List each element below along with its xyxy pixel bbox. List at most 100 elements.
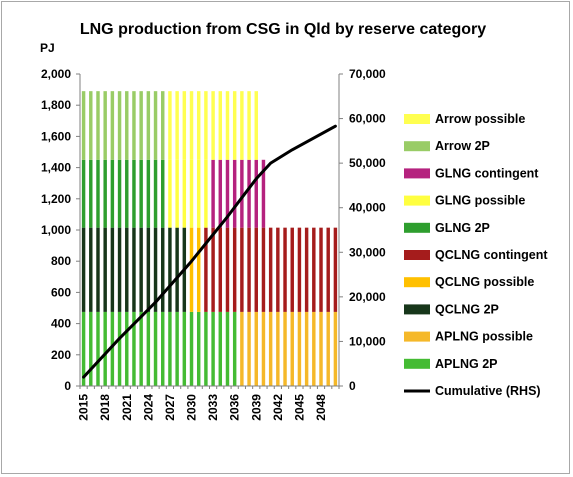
bar-segment — [304, 227, 309, 312]
bar-segment — [96, 311, 100, 386]
bar-segment — [254, 91, 258, 160]
bar-segment — [125, 159, 129, 228]
bar-segment — [146, 159, 151, 228]
y-tick-label: 1,800 — [41, 98, 71, 112]
bar-segment — [319, 227, 323, 312]
bar-segment — [304, 311, 309, 386]
legend-item: QCLNG contingent — [404, 248, 548, 262]
legend-swatch — [404, 195, 430, 206]
legend-label: Arrow possible — [435, 112, 525, 126]
bar-segment — [117, 311, 122, 386]
bar-segment — [283, 227, 287, 312]
bar-segment — [211, 311, 215, 386]
legend-label: GLNG contingent — [435, 166, 539, 180]
legend-item: APLNG possible — [404, 330, 533, 344]
bar-segment — [153, 91, 158, 160]
bar-segment — [161, 159, 165, 228]
x-tick-label: 2045 — [292, 394, 306, 421]
bar-segment — [182, 91, 187, 160]
x-tick-label: 2042 — [271, 394, 285, 421]
y-tick-label: 1,200 — [41, 192, 71, 206]
y2-tick-label: 10,000 — [349, 334, 386, 348]
bar-segment — [290, 227, 294, 312]
legend-swatch — [404, 222, 430, 233]
bar-segment — [168, 227, 172, 312]
bar-segment — [103, 91, 107, 160]
bar-segment — [225, 227, 230, 312]
y-tick-label: 0 — [64, 379, 71, 393]
bar-segment — [89, 91, 93, 160]
legend-label: GLNG 2P — [435, 221, 490, 235]
y-axis-label: PJ — [40, 41, 55, 55]
legend-swatch — [404, 304, 430, 315]
bar-segment — [139, 227, 143, 312]
legend-label: QCLNG possible — [435, 275, 534, 289]
bar-segment — [153, 311, 158, 386]
bar-segment — [204, 159, 208, 228]
bar-segment — [189, 91, 194, 160]
bar-segment — [139, 91, 143, 160]
bar-segment — [168, 159, 172, 228]
bar-segment — [204, 227, 208, 312]
chart-title: LNG production from CSG in Qld by reserv… — [80, 21, 486, 38]
bar-segment — [232, 227, 237, 312]
bar-segment — [211, 159, 215, 228]
bar-segment — [218, 159, 223, 228]
legend-label: Cumulative (RHS) — [435, 384, 541, 398]
legend-swatch — [404, 114, 430, 124]
bar-segment — [175, 159, 179, 228]
legend-swatch — [404, 331, 430, 342]
bar-segment — [254, 311, 258, 386]
bar-segment — [103, 159, 107, 228]
bar-segment — [240, 311, 244, 386]
bar-segment — [110, 91, 115, 160]
bar-segment — [333, 311, 338, 386]
legend-item: Arrow possible — [404, 112, 525, 126]
bar-segment — [139, 159, 143, 228]
bar-segment — [189, 159, 194, 228]
cumulative-layer — [82, 124, 337, 379]
bar-segment — [161, 91, 165, 160]
y2-tick-label: 0 — [349, 379, 356, 393]
legend: Arrow possible Arrow 2P GLNG contingent GLN… — [404, 112, 548, 398]
y-tick-label: 2,000 — [41, 67, 71, 81]
x-tick-label: 2018 — [98, 394, 112, 421]
bar-segment — [81, 227, 86, 312]
bar-segment — [297, 311, 302, 386]
bar-segment — [196, 227, 201, 312]
legend-item: Cumulative (RHS) — [404, 384, 541, 398]
legend-label: QCLNG 2P — [435, 302, 499, 316]
bar-segment — [297, 227, 302, 312]
bar-segment — [312, 227, 316, 312]
legend-label: APLNG possible — [435, 330, 533, 344]
bar-segment — [175, 227, 179, 312]
legend-swatch — [404, 168, 430, 179]
bar-segment — [283, 311, 287, 386]
bar-segment — [232, 91, 237, 160]
bar-segment — [110, 311, 115, 386]
bar-segment — [218, 311, 223, 386]
bar-segment — [225, 91, 230, 160]
bar-segment — [146, 311, 151, 386]
y-tick-label: 800 — [51, 254, 71, 268]
bar-segment — [232, 311, 237, 386]
bar-segment — [319, 311, 323, 386]
bar-segment — [132, 159, 136, 228]
y-tick-label: 1,400 — [41, 161, 71, 175]
legend-label: QCLNG contingent — [435, 248, 548, 262]
bar-segment — [218, 227, 223, 312]
y2-tick-label: 60,000 — [349, 112, 386, 126]
bar-segment — [240, 159, 244, 228]
legend-label: GLNG possible — [435, 194, 525, 208]
bar-segment — [232, 159, 237, 228]
bar-segment — [218, 91, 223, 160]
x-tick-label: 2036 — [228, 394, 242, 421]
legend-item: GLNG 2P — [404, 221, 490, 235]
bar-segment — [225, 311, 230, 386]
axes-layer: 0 200 400 600 800 1,000 1,200 1,400 1,600 1,800 2,… — [41, 67, 386, 421]
bar-segment — [175, 311, 179, 386]
bar-segment — [247, 159, 251, 228]
bar-segment — [89, 159, 93, 228]
y-tick-label: 400 — [51, 317, 71, 331]
legend-item: GLNG contingent — [404, 166, 539, 180]
